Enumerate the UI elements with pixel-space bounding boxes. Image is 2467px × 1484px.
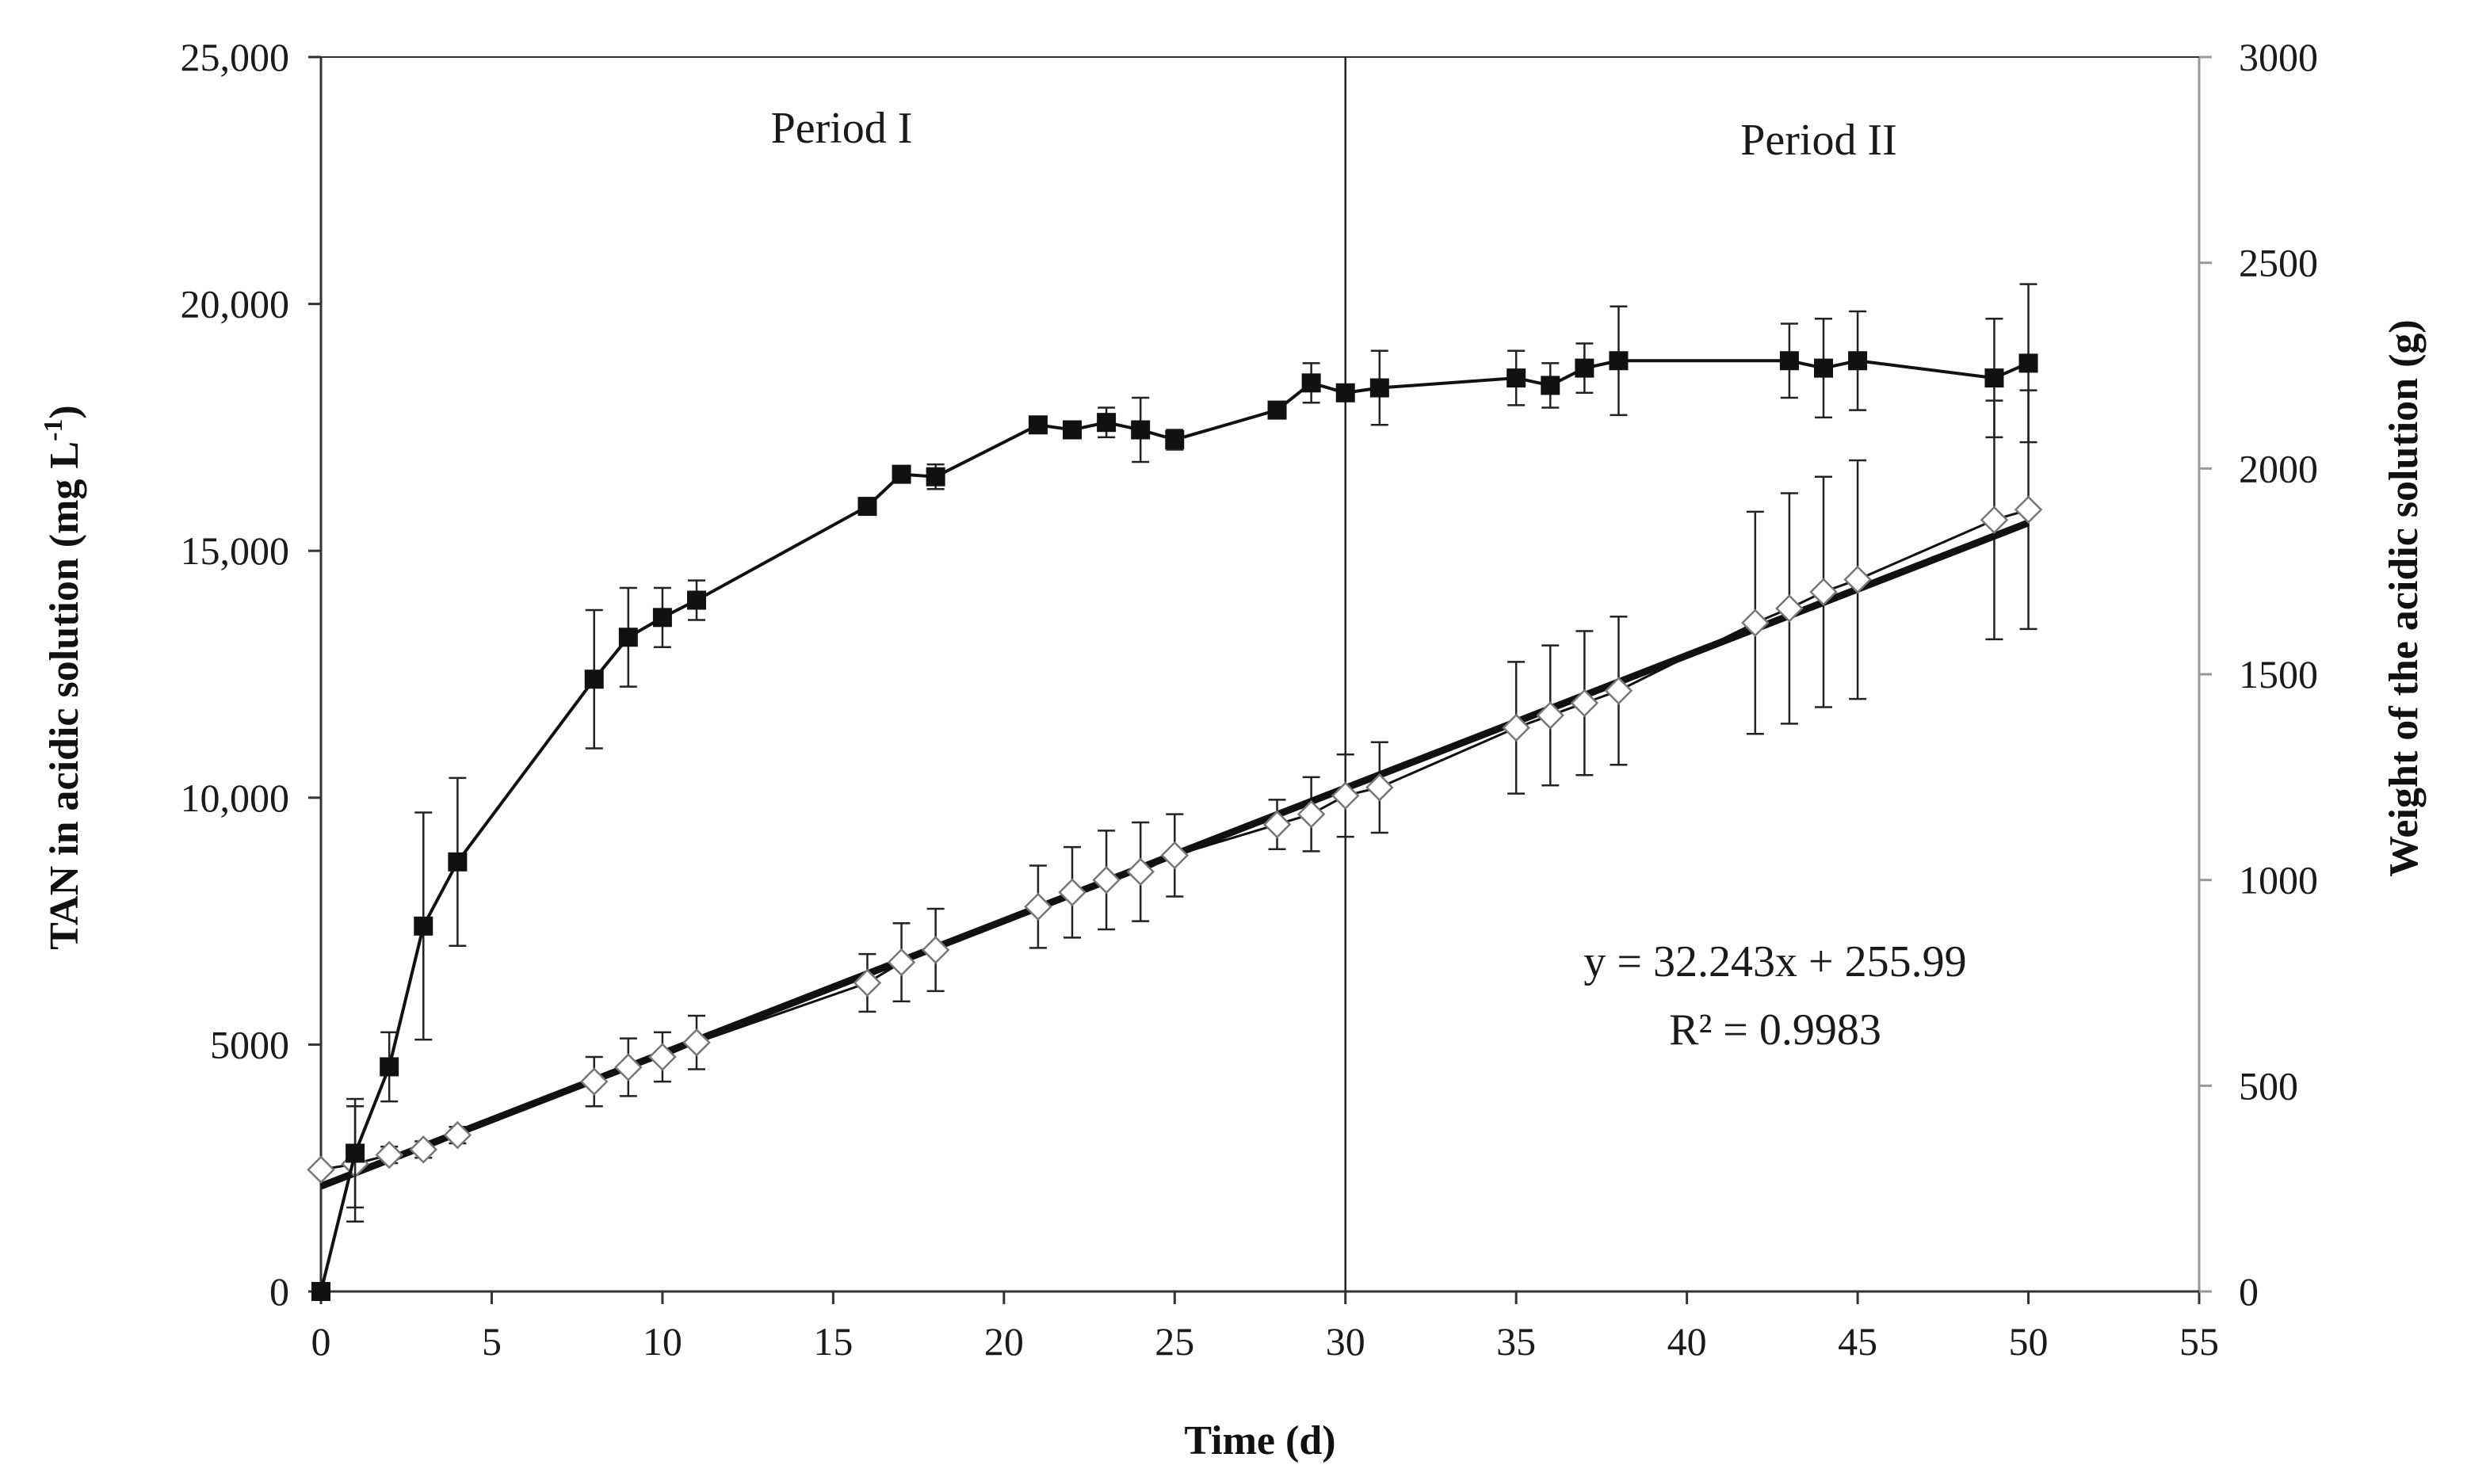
tan-point [1335,383,1355,402]
x-tick-label: 25 [1155,1319,1194,1364]
weight-point [1126,857,1155,887]
tan-point [1063,420,1082,440]
weight-point [887,948,916,977]
weight-point [1024,892,1052,921]
series-line-tan [319,359,2030,1292]
weight-point [443,1120,472,1150]
annotation-period-2: Period II [1740,116,1897,165]
x-tick-label: 40 [1667,1319,1707,1364]
x-tick-label: 15 [813,1319,853,1364]
weight-point [1775,594,1804,623]
mark-layer [307,283,2043,1301]
x-tick-label: 10 [643,1319,682,1364]
weight-point [1502,713,1530,742]
weight-point [1160,841,1190,870]
tan-point [1814,358,1833,378]
x-tick-label: 0 [311,1319,331,1364]
weight-point [1741,608,1770,637]
left-y-tick-label: 10,000 [181,776,290,820]
left-y-tick-label: 20,000 [181,282,290,326]
weight-point [1365,773,1394,802]
tan-point [1609,351,1629,371]
weight-point [409,1135,438,1164]
tan-point [584,670,604,689]
tan-point [1848,351,1868,371]
tan-point [687,590,706,610]
left-axis-title: TAN in acidic solution (mg L-1) [39,405,87,950]
plot-layer: 0 5 10 15 20 25 30 35 40 45 50 550500010,00015,0002… [181,35,2319,1364]
tan-point [1097,413,1117,433]
x-tick-label: 5 [482,1319,502,1364]
right-y-tick-label: 3000 [2239,35,2318,79]
x-tick-label: 30 [1326,1319,1365,1364]
tan-point [1507,368,1526,388]
tan-point [448,852,468,872]
right-y-tick-label: 500 [2239,1063,2298,1108]
tan-point [1984,368,2004,388]
tan-point [1541,376,1560,395]
right-y-tick-label: 2000 [2239,446,2318,490]
weight-point [1980,505,2009,535]
weight-point [1570,689,1599,718]
left-y-tick-label: 5000 [210,1022,289,1066]
tan-point [346,1143,365,1163]
left-y-tick-label: 25,000 [181,35,290,79]
tan-point [1301,373,1321,393]
tan-point [311,1282,330,1301]
weight-point [1843,565,1872,594]
x-tick-label: 35 [1496,1319,1536,1364]
weight-point [853,968,882,998]
x-tick-label: 55 [2179,1319,2219,1364]
left-y-tick-label: 15,000 [181,528,290,573]
tan-point [1575,358,1594,378]
left-y-tick-label: 0 [269,1269,289,1314]
trendline-equation: y = 32.243x + 255.99 [1583,937,1966,986]
weight-point [1331,781,1360,810]
weight-point [1809,578,1838,606]
weight-point [1058,878,1086,907]
tan-point [1165,429,1185,449]
right-y-tick-label: 2500 [2239,241,2318,285]
weight-point [1604,677,1633,705]
tan-point [380,1057,399,1077]
tan-point [618,628,638,647]
weight-point [614,1053,643,1082]
right-y-tick-label: 0 [2239,1269,2259,1314]
x-tick-label: 20 [984,1319,1024,1364]
left-axis-title-superscript: -1 [39,419,68,441]
tan-point [2018,353,2038,373]
weight-point [1262,810,1292,839]
weight-point [1092,865,1121,895]
left-axis-title-text: TAN in acidic solution (mg L [42,441,87,950]
annotation-period-1: Period I [771,104,913,153]
tan-point [414,916,433,936]
weight-point [307,1155,335,1185]
tan-point [892,464,911,484]
trendline-r-squared: R² = 0.9983 [1669,1005,1881,1055]
weight-point [648,1043,677,1071]
tan-point [1028,415,1048,435]
weight-point [2014,495,2043,525]
weight-point [921,936,950,964]
x-axis-title: Time (d) [1184,1418,1335,1463]
tan-point [1131,420,1151,440]
x-tick-label: 45 [1838,1319,1877,1364]
weight-point [375,1140,403,1169]
right-axis-title: Weight of the acidic solution (g) [2381,319,2427,876]
weight-point [1297,799,1326,829]
weight-point [1536,701,1565,730]
tan-point [857,497,877,517]
weight-point [579,1067,609,1096]
left-axis-title-close: ) [42,405,87,418]
tan-point [1369,378,1389,398]
tan-point [926,467,945,486]
tan-point [1779,351,1799,371]
weight-point [682,1028,711,1057]
right-y-tick-label: 1000 [2239,858,2318,902]
tan-point [1267,400,1287,420]
x-tick-label: 50 [2009,1319,2049,1364]
right-y-tick-label: 1500 [2239,652,2318,696]
tan-point [652,608,672,628]
